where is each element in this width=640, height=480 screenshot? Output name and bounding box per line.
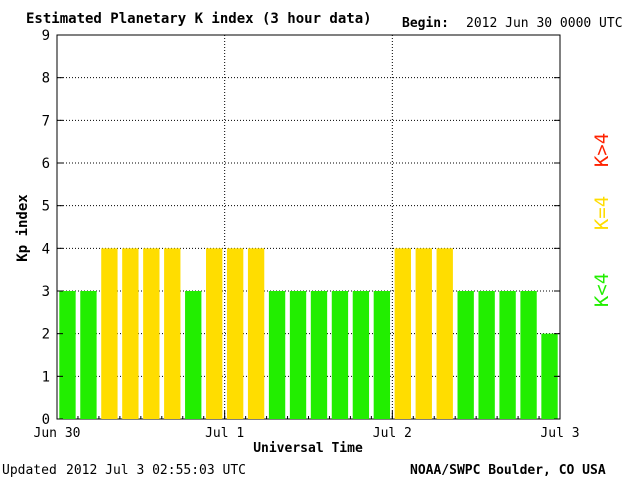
y-axis-label: Kp index (15, 194, 31, 262)
y-tick-label: 1 (42, 369, 50, 385)
kp-bar (520, 291, 537, 419)
legend-above-4: K>4 (591, 133, 613, 167)
x-tick-label: Jul 3 (540, 426, 579, 441)
kp-bar (436, 248, 453, 419)
y-tick-label: 7 (42, 113, 50, 129)
x-axis-label: Universal Time (253, 441, 363, 456)
y-tick-label: 5 (42, 199, 50, 215)
kp-bar (373, 291, 391, 419)
y-tick-label: 9 (42, 28, 50, 44)
kp-bar (478, 291, 495, 419)
x-tick-label: Jul 2 (373, 426, 412, 441)
kp-bar (499, 291, 516, 419)
kp-bar (310, 291, 328, 419)
kp-bar (164, 248, 181, 419)
x-ticks: Jun 30 Jul 1 Jul 2 Jul 3 (34, 411, 580, 441)
y-tick-label: 4 (42, 241, 50, 257)
y-tick-label: 6 (42, 156, 50, 172)
source-credit: NOAA/SWPC Boulder, CO USA (410, 463, 606, 478)
y-tick-label: 3 (42, 284, 50, 300)
chart-title: Estimated Planetary K index (3 hour data… (26, 11, 372, 27)
kp-bar (122, 248, 139, 419)
begin-value: 2012 Jun 30 0000 UTC (466, 16, 623, 31)
x-tick-label: Jul 1 (205, 426, 244, 441)
kp-bar (268, 291, 286, 419)
y-tick-label: 8 (42, 71, 50, 87)
y-tick-label: 0 (42, 412, 50, 428)
kp-bar (415, 248, 432, 419)
kp-bar (541, 333, 558, 419)
legend-below-4: K<4 (591, 273, 613, 307)
kp-bar (457, 291, 474, 419)
legend-equal-4: K=4 (591, 196, 613, 230)
y-ticks: 0 1 2 3 4 5 6 7 8 9 (42, 28, 560, 428)
kp-bar (185, 291, 202, 419)
kp-bar (206, 248, 223, 419)
kp-bar (59, 291, 76, 419)
kp-bar (101, 248, 118, 419)
kp-bar (331, 291, 349, 419)
bars (59, 248, 558, 419)
kp-bar (394, 248, 411, 419)
plot-frame (56, 34, 561, 420)
grid-lines (57, 35, 560, 419)
kp-bar (352, 291, 370, 419)
kp-bar (80, 291, 97, 419)
updated-label: Updated (2, 463, 57, 478)
updated-value: 2012 Jul 3 02:55:03 UTC (66, 463, 246, 478)
kp-bar (226, 248, 244, 419)
kp-bar (143, 248, 160, 419)
x-tick-label: Jun 30 (34, 426, 81, 441)
y-tick-label: 2 (42, 327, 50, 343)
begin-label: Begin: (402, 16, 449, 31)
kp-bar (289, 291, 307, 419)
kp-bar (247, 248, 265, 419)
